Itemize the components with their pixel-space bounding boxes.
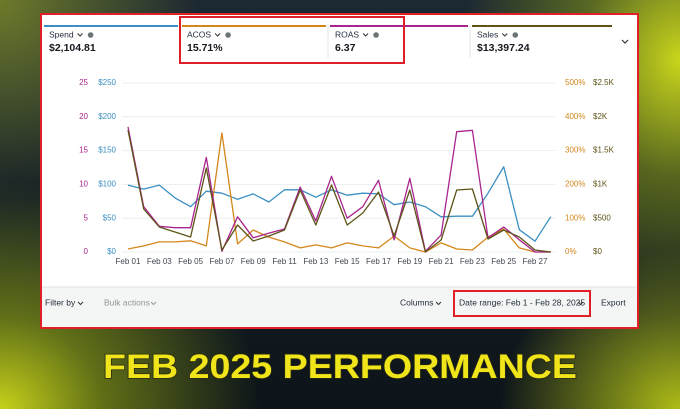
x-tick-label: Feb 03 <box>147 257 172 266</box>
metric-color-bar <box>472 25 612 27</box>
plot: $0 $50 $100 $150 $200 $250 0% 100% 200% 300% 400% 5… <box>79 78 614 266</box>
x-tick-label: Feb 09 <box>241 257 266 266</box>
toolbar <box>42 287 637 327</box>
metric-label: Spend <box>49 29 74 39</box>
series-line <box>127 129 551 253</box>
series-line <box>127 126 551 253</box>
metric-cards: Spend $2,104.81 ACOS 15.71% ROAS 6.37 Sales $13… <box>44 25 612 58</box>
series-line <box>127 166 552 242</box>
y-tick-label: $0 <box>107 247 116 256</box>
date-range-highlight <box>453 290 591 317</box>
y-tick-label: 0 <box>84 247 89 256</box>
export-button[interactable]: Export <box>601 297 626 307</box>
panel <box>40 13 639 329</box>
y-tick-label: 25 <box>79 78 88 87</box>
y-tick-label: 200% <box>565 180 585 189</box>
metric-chevron <box>362 33 369 37</box>
info-icon <box>512 32 519 38</box>
y-tick-label: $2.5K <box>593 78 615 87</box>
headline: FEB 2025 PERFORMANCE <box>103 348 577 386</box>
metric-color-bar <box>44 25 178 27</box>
chevron <box>77 301 84 306</box>
metric-color-bar <box>182 25 326 27</box>
y-tick-label: $150 <box>98 146 116 155</box>
chevron <box>435 301 442 306</box>
x-tick-label: Feb 17 <box>366 257 391 266</box>
y-tick-label: $250 <box>98 78 116 87</box>
x-tick-label: Feb 23 <box>460 257 485 266</box>
x-tick-label: Feb 27 <box>523 257 548 266</box>
x-tick-label: Feb 21 <box>429 257 454 266</box>
metric-value: 6.37 <box>335 42 356 54</box>
x-tick-label: Feb 15 <box>335 257 360 266</box>
metric-label: Sales <box>477 29 498 39</box>
x-tick-label: Feb 01 <box>116 257 141 266</box>
metric-value: 15.71% <box>187 42 223 54</box>
filter-button[interactable]: Filter by <box>45 297 76 307</box>
x-tick-label: Feb 07 <box>209 257 234 266</box>
metric-label: ROAS <box>335 29 359 39</box>
y-tick-label: 10 <box>79 180 88 189</box>
y-tick-label: 400% <box>565 112 585 121</box>
y-tick-label: $0 <box>593 247 602 256</box>
series-line <box>127 132 551 253</box>
x-tick-label: Feb 05 <box>178 257 203 266</box>
info-icon <box>373 32 379 38</box>
x-tick-label: Feb 13 <box>303 257 328 266</box>
x-tick-label: Feb 11 <box>272 257 297 266</box>
y-tick-label: 500% <box>565 78 585 87</box>
y-tick-label: 0% <box>565 247 577 256</box>
y-tick-label: $1.5K <box>593 146 615 155</box>
x-tick-label: Feb 25 <box>491 257 516 266</box>
metric-chevron <box>501 33 508 37</box>
date-range-button[interactable]: Date range: Feb 1 - Feb 28, 2025 <box>459 297 585 307</box>
y-tick-label: 5 <box>84 213 89 222</box>
chevron <box>150 301 157 306</box>
metric-value: $13,397.24 <box>477 42 530 54</box>
y-tick-label: 300% <box>565 146 585 155</box>
metric-value: $2,104.81 <box>49 42 96 54</box>
y-tick-label: $500 <box>593 213 611 222</box>
chevron <box>577 301 584 306</box>
y-tick-label: 100% <box>565 213 585 222</box>
highlight-box <box>179 16 405 64</box>
metric-label: ACOS <box>187 29 211 39</box>
metric-chevron <box>77 33 83 37</box>
y-tick-label: 15 <box>79 146 88 155</box>
expand-chevron[interactable] <box>621 39 629 44</box>
info-icon <box>87 32 94 38</box>
y-tick-label: $2K <box>593 112 608 121</box>
y-tick-label: $1K <box>593 180 608 189</box>
y-tick-label: $100 <box>98 180 116 189</box>
x-tick-label: Feb 19 <box>397 257 422 266</box>
y-tick-label: $200 <box>98 112 116 121</box>
y-tick-label: $50 <box>103 213 117 222</box>
bulk-actions-button[interactable]: Bulk actions <box>104 297 150 307</box>
metric-chevron <box>214 33 221 37</box>
columns-button[interactable]: Columns <box>400 297 434 307</box>
y-tick-label: 20 <box>79 112 88 121</box>
info-icon <box>225 32 231 38</box>
metric-color-bar <box>330 25 468 27</box>
